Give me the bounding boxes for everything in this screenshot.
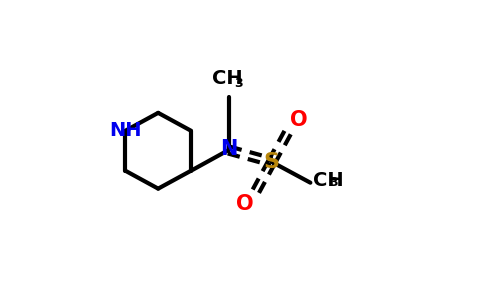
Text: O: O [289,110,307,130]
Text: NH: NH [109,121,142,140]
Text: O: O [236,194,254,214]
Text: N: N [220,139,237,158]
Text: CH: CH [313,171,343,190]
Text: CH: CH [212,69,242,88]
Text: S: S [264,152,280,172]
Text: 3: 3 [234,77,243,90]
Text: 3: 3 [330,176,338,189]
